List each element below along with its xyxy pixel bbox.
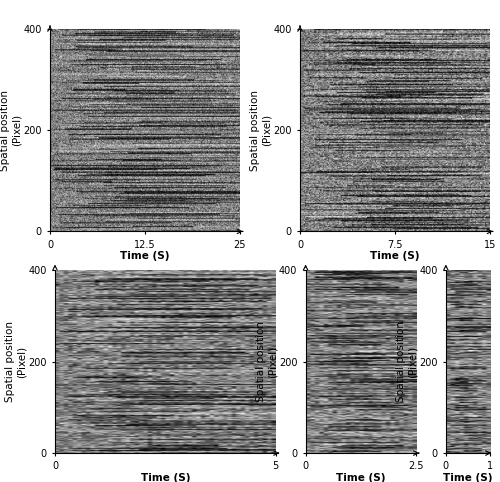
X-axis label: Time (S): Time (S) xyxy=(120,251,170,261)
X-axis label: Time (S): Time (S) xyxy=(336,473,386,482)
Y-axis label: Spatial position
(Pixel): Spatial position (Pixel) xyxy=(396,321,417,402)
Text: (b): (b) xyxy=(384,276,406,289)
Y-axis label: Spatial position
(Pixel): Spatial position (Pixel) xyxy=(256,321,278,402)
X-axis label: Time (S): Time (S) xyxy=(443,473,492,482)
X-axis label: Time (S): Time (S) xyxy=(370,251,420,261)
Text: (a): (a) xyxy=(135,276,155,289)
Y-axis label: Spatial position
(Pixel): Spatial position (Pixel) xyxy=(250,90,272,171)
X-axis label: Time (S): Time (S) xyxy=(140,473,190,482)
Y-axis label: Spatial position
(Pixel): Spatial position (Pixel) xyxy=(0,90,22,171)
Y-axis label: Spatial position
(Pixel): Spatial position (Pixel) xyxy=(5,321,27,402)
